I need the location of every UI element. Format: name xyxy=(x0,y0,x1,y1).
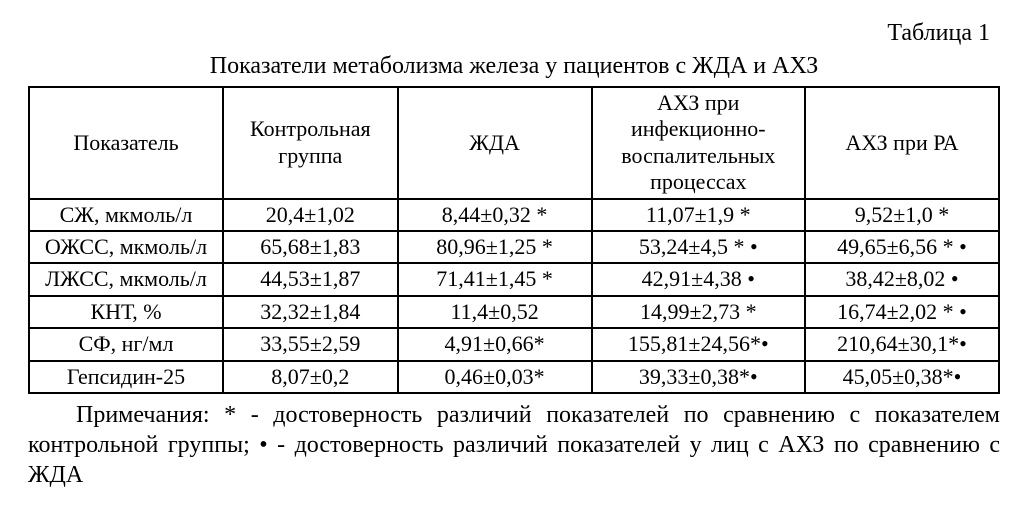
table-title: Показатели метаболизма железа у пациенто… xyxy=(28,53,1000,80)
cell: 71,41±1,45 * xyxy=(398,263,592,295)
cell: 8,44±0,32 * xyxy=(398,199,592,231)
page: Таблица 1 Показатели метаболизма железа … xyxy=(0,0,1028,510)
cell: 20,4±1,02 xyxy=(223,199,398,231)
cell: СЖ, мкмоль/л xyxy=(29,199,223,231)
cell: Гепсидин-25 xyxy=(29,361,223,393)
table-number-label: Таблица 1 xyxy=(28,20,990,47)
cell: ЛЖСС, мкмоль/л xyxy=(29,263,223,295)
cell: 45,05±0,38*• xyxy=(805,361,999,393)
table-row: КНТ, % 32,32±1,84 11,4±0,52 14,99±2,73 *… xyxy=(29,296,999,328)
cell: 14,99±2,73 * xyxy=(592,296,805,328)
table-row: ОЖСС, мкмоль/л 65,68±1,83 80,96±1,25 * 5… xyxy=(29,231,999,263)
data-table: Показатель Контрольная группа ЖДА АХЗ пр… xyxy=(28,86,1000,394)
footnotes-text: Примечания: * - достоверность различий п… xyxy=(28,402,1000,488)
cell: 9,52±1,0 * xyxy=(805,199,999,231)
cell: 0,46±0,03* xyxy=(398,361,592,393)
cell: 11,07±1,9 * xyxy=(592,199,805,231)
col-header: Показатель xyxy=(29,87,223,199)
table-body: СЖ, мкмоль/л 20,4±1,02 8,44±0,32 * 11,07… xyxy=(29,199,999,393)
cell: 155,81±24,56*• xyxy=(592,328,805,360)
cell: 38,42±8,02 • xyxy=(805,263,999,295)
cell: КНТ, % xyxy=(29,296,223,328)
cell: 16,74±2,02 * • xyxy=(805,296,999,328)
cell: 11,4±0,52 xyxy=(398,296,592,328)
table-row: СЖ, мкмоль/л 20,4±1,02 8,44±0,32 * 11,07… xyxy=(29,199,999,231)
cell: 49,65±6,56 * • xyxy=(805,231,999,263)
table-row: СФ, нг/мл 33,55±2,59 4,91±0,66* 155,81±2… xyxy=(29,328,999,360)
cell: 210,64±30,1*• xyxy=(805,328,999,360)
cell: 33,55±2,59 xyxy=(223,328,398,360)
cell: 65,68±1,83 xyxy=(223,231,398,263)
cell: 53,24±4,5 * • xyxy=(592,231,805,263)
cell: 4,91±0,66* xyxy=(398,328,592,360)
cell: 32,32±1,84 xyxy=(223,296,398,328)
header-row: Показатель Контрольная группа ЖДА АХЗ пр… xyxy=(29,87,999,199)
cell: 44,53±1,87 xyxy=(223,263,398,295)
cell: ОЖСС, мкмоль/л xyxy=(29,231,223,263)
table-row: ЛЖСС, мкмоль/л 44,53±1,87 71,41±1,45 * 4… xyxy=(29,263,999,295)
col-header: ЖДА xyxy=(398,87,592,199)
cell: 80,96±1,25 * xyxy=(398,231,592,263)
footnotes: Примечания: * - достоверность различий п… xyxy=(28,400,1000,490)
col-header: АХЗ при РА xyxy=(805,87,999,199)
cell: 8,07±0,2 xyxy=(223,361,398,393)
col-header: Контрольная группа xyxy=(223,87,398,199)
table-head: Показатель Контрольная группа ЖДА АХЗ пр… xyxy=(29,87,999,199)
cell: 42,91±4,38 • xyxy=(592,263,805,295)
col-header: АХЗ при инфекционно-воспалительных проце… xyxy=(592,87,805,199)
cell: 39,33±0,38*• xyxy=(592,361,805,393)
cell: СФ, нг/мл xyxy=(29,328,223,360)
table-row: Гепсидин-25 8,07±0,2 0,46±0,03* 39,33±0,… xyxy=(29,361,999,393)
